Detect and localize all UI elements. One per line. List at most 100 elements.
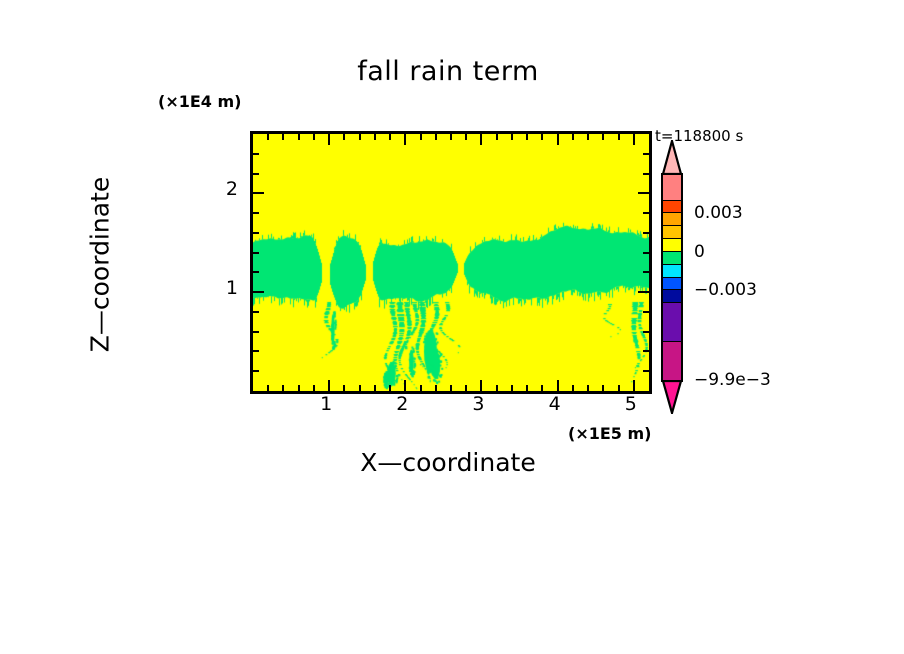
tick-mark <box>419 385 422 391</box>
tick-mark <box>643 350 649 353</box>
tick-mark <box>253 291 264 294</box>
tick-mark <box>643 172 649 175</box>
tick-mark <box>541 385 544 391</box>
colorbar-tick-label: −9.9e−3 <box>694 370 771 390</box>
tick-mark <box>404 380 407 391</box>
plot-area <box>250 131 652 394</box>
tick-mark <box>373 134 376 140</box>
tick-mark <box>643 231 649 234</box>
tick-mark <box>643 310 649 313</box>
tick-mark <box>638 192 649 195</box>
tick-mark <box>632 380 635 391</box>
colorbar-band <box>663 290 681 304</box>
tick-mark <box>358 385 361 391</box>
colorbar-extend-down-arrow <box>661 379 683 418</box>
tick-mark <box>643 370 649 373</box>
tick-mark <box>297 385 300 391</box>
tick-mark <box>643 330 649 333</box>
tick-mark <box>643 152 649 155</box>
tick-mark <box>480 380 483 391</box>
colorbar-band <box>663 264 681 278</box>
tick-mark <box>343 385 346 391</box>
tick-mark <box>282 385 285 391</box>
tick-mark <box>526 385 529 391</box>
tick-mark <box>465 134 468 140</box>
tick-mark <box>253 370 259 373</box>
tick-mark <box>632 134 635 145</box>
tick-mark <box>510 385 513 391</box>
tick-mark <box>571 385 574 391</box>
tick-mark <box>253 330 259 333</box>
colorbar-band <box>663 341 681 380</box>
tick-mark <box>480 134 483 145</box>
timestamp-annotation: t=118800 s <box>655 127 744 145</box>
tick-mark <box>643 271 649 274</box>
x-tick-label: 2 <box>396 393 409 415</box>
colorbar-tick-label: 0.003 <box>694 203 743 224</box>
tick-mark <box>253 231 259 234</box>
tick-mark <box>312 134 315 140</box>
x-tick-label: 1 <box>320 393 333 415</box>
colorbar-band <box>663 213 681 227</box>
tick-mark <box>450 134 452 140</box>
tick-mark <box>434 134 437 140</box>
tick-mark <box>358 134 361 140</box>
tick-mark <box>253 152 259 155</box>
tick-mark <box>253 251 259 254</box>
y-axis-unit-label: (×1E4 m) <box>158 92 242 111</box>
tick-mark <box>389 134 392 140</box>
tick-mark <box>587 134 590 140</box>
tick-mark <box>328 134 331 145</box>
y-tick-label: 1 <box>225 277 238 300</box>
x-axis-title: X—coordinate <box>360 448 536 477</box>
tick-mark <box>587 385 590 391</box>
x-tick-label: 3 <box>472 393 485 415</box>
colorbar-bands <box>661 173 683 382</box>
x-tick-label: 5 <box>624 393 637 415</box>
tick-mark <box>495 134 498 140</box>
tick-mark <box>465 385 468 391</box>
tick-mark <box>617 385 620 391</box>
tick-mark <box>602 385 605 391</box>
page-title: fall rain term <box>357 56 539 87</box>
colorbar <box>661 136 683 418</box>
colorbar-band <box>663 226 681 240</box>
colorbar-band <box>663 239 681 252</box>
y-axis-title: Z—coordinate <box>85 176 115 353</box>
tick-mark <box>556 380 559 391</box>
x-tick-label: 4 <box>548 393 561 415</box>
tick-mark <box>253 350 259 353</box>
tick-mark <box>638 291 649 294</box>
y-tick-label: 2 <box>225 178 238 201</box>
tick-mark <box>643 251 649 254</box>
tick-mark <box>602 134 605 140</box>
tick-mark <box>571 134 574 140</box>
tick-mark <box>312 385 315 391</box>
colorbar-extend-up-arrow <box>661 136 683 179</box>
colorbar-band <box>663 200 681 214</box>
tick-mark <box>297 134 300 140</box>
x-axis-unit-label: (×1E5 m) <box>568 424 652 443</box>
tick-mark <box>526 134 529 140</box>
tick-mark <box>253 192 264 195</box>
tick-mark <box>253 271 259 274</box>
tick-mark <box>373 385 376 391</box>
tick-mark <box>434 385 437 391</box>
tick-mark <box>556 134 559 145</box>
tick-mark <box>253 212 259 215</box>
tick-mark <box>389 385 392 391</box>
tick-mark <box>343 134 346 140</box>
tick-mark <box>404 134 407 145</box>
contour-plot <box>253 134 649 391</box>
tick-mark <box>643 212 649 215</box>
tick-mark <box>450 385 452 391</box>
tick-mark <box>495 385 498 391</box>
tick-mark <box>541 134 544 140</box>
tick-mark <box>267 385 270 391</box>
tick-mark <box>510 134 513 140</box>
tick-mark <box>253 310 259 313</box>
tick-mark <box>617 134 620 140</box>
colorbar-band <box>663 277 681 291</box>
colorbar-band <box>663 251 681 265</box>
